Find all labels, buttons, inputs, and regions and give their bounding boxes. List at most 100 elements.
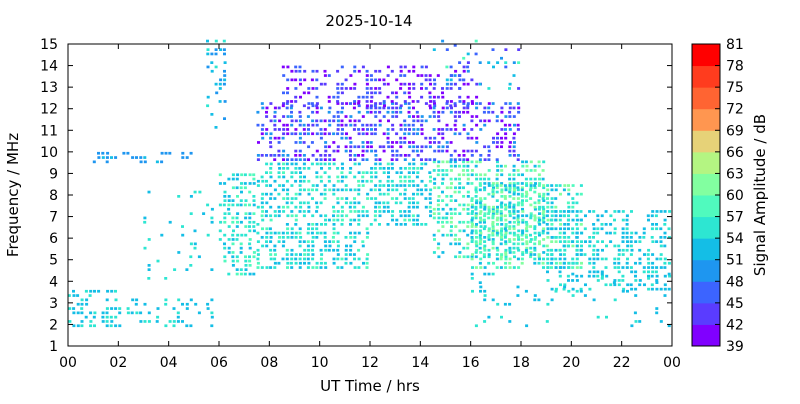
heatmap-cell xyxy=(420,128,424,131)
heatmap-cell xyxy=(545,223,549,226)
heatmap-cell xyxy=(508,251,512,254)
heatmap-cell xyxy=(538,212,541,215)
heatmap-cell xyxy=(282,162,285,166)
heatmap-cell xyxy=(278,184,282,187)
colorbar-tick-label: 63 xyxy=(726,166,744,182)
heatmap-cell xyxy=(223,117,226,120)
heatmap-cell xyxy=(407,154,411,157)
heatmap-cell xyxy=(403,91,407,95)
heatmap-cell xyxy=(588,240,592,243)
heatmap-cell xyxy=(236,220,239,224)
colorbar-segment xyxy=(692,302,720,325)
heatmap-cell xyxy=(562,253,566,256)
heatmap-cell xyxy=(521,210,525,213)
heatmap-cell xyxy=(474,164,478,168)
heatmap-cell xyxy=(478,184,482,187)
heatmap-cell xyxy=(378,167,382,170)
heatmap-cell xyxy=(252,220,256,224)
heatmap-cell xyxy=(567,192,571,196)
heatmap-cell xyxy=(323,74,327,77)
heatmap-cell xyxy=(441,220,444,224)
heatmap-cell xyxy=(521,220,525,224)
heatmap-cell xyxy=(319,162,323,166)
heatmap-cell xyxy=(429,106,432,110)
colorbar-segment xyxy=(692,281,720,304)
heatmap-cell xyxy=(315,102,319,105)
heatmap-cell xyxy=(537,253,541,256)
heatmap-cell xyxy=(424,102,428,105)
heatmap-cell xyxy=(290,236,294,239)
heatmap-cell xyxy=(231,251,235,254)
heatmap-cell xyxy=(575,279,579,282)
chart-title: 2025-10-14 xyxy=(325,12,412,30)
heatmap-cell xyxy=(72,294,76,297)
heatmap-cell xyxy=(231,203,235,207)
heatmap-cell xyxy=(256,266,260,269)
heatmap-cell xyxy=(508,154,512,157)
heatmap-cell xyxy=(634,270,638,274)
heatmap-cell xyxy=(386,141,390,144)
heatmap-cell xyxy=(387,167,390,170)
heatmap-cell xyxy=(315,95,319,99)
colorbar-tick-label: 51 xyxy=(726,253,744,269)
heatmap-cell xyxy=(492,141,495,144)
heatmap-cell xyxy=(529,214,533,218)
heatmap-cell xyxy=(219,78,223,82)
heatmap-cell xyxy=(382,210,386,213)
heatmap-cell xyxy=(378,110,382,114)
heatmap-cell xyxy=(491,182,495,185)
heatmap-cell xyxy=(613,261,617,265)
heatmap-cell xyxy=(500,106,504,110)
heatmap-cell xyxy=(428,145,432,149)
heatmap-cell xyxy=(487,102,491,105)
heatmap-cell xyxy=(500,227,504,231)
heatmap-cell xyxy=(546,205,550,209)
heatmap-cell xyxy=(466,110,470,114)
heatmap-cell xyxy=(373,123,377,127)
heatmap-cell xyxy=(147,320,151,323)
heatmap-cell xyxy=(474,195,478,198)
heatmap-cell xyxy=(495,177,499,181)
heatmap-cell xyxy=(533,164,537,168)
heatmap-cell xyxy=(454,199,458,202)
heatmap-cell xyxy=(231,233,235,237)
heatmap-cell xyxy=(394,102,398,105)
heatmap-cell xyxy=(386,128,390,131)
heatmap-cell xyxy=(223,220,227,224)
heatmap-cell xyxy=(482,253,486,256)
heatmap-cell xyxy=(621,279,625,282)
heatmap-cell xyxy=(327,145,331,149)
heatmap-cell xyxy=(244,255,247,259)
heatmap-cell xyxy=(408,95,412,99)
heatmap-cell xyxy=(340,65,344,69)
heatmap-cell xyxy=(504,253,508,256)
colorbar-tick-label: 60 xyxy=(726,188,744,204)
heatmap-cell xyxy=(348,171,352,174)
heatmap-cell xyxy=(256,253,260,256)
heatmap-cell xyxy=(512,216,516,220)
heatmap-cell xyxy=(277,240,281,243)
heatmap-cell xyxy=(567,240,571,243)
heatmap-cell xyxy=(470,255,474,259)
heatmap-cell xyxy=(361,184,365,187)
heatmap-cell xyxy=(563,227,567,231)
heatmap-cell xyxy=(533,186,537,190)
heatmap-cell xyxy=(495,173,499,177)
heatmap-cell xyxy=(307,158,310,161)
heatmap-cell xyxy=(521,253,525,256)
heatmap-cell xyxy=(538,218,541,222)
heatmap-cell xyxy=(416,188,420,192)
heatmap-cell xyxy=(462,154,466,157)
heatmap-cell xyxy=(256,123,260,127)
heatmap-cell xyxy=(336,257,340,261)
heatmap-cell xyxy=(294,141,298,144)
heatmap-cell xyxy=(479,225,483,228)
heatmap-cell xyxy=(222,203,226,207)
heatmap-cell xyxy=(428,205,432,209)
x-tick-label: 02 xyxy=(109,355,127,371)
heatmap-cell xyxy=(499,216,503,220)
heatmap-cell xyxy=(491,195,495,198)
heatmap-cell xyxy=(357,102,361,105)
heatmap-cell xyxy=(349,201,353,205)
